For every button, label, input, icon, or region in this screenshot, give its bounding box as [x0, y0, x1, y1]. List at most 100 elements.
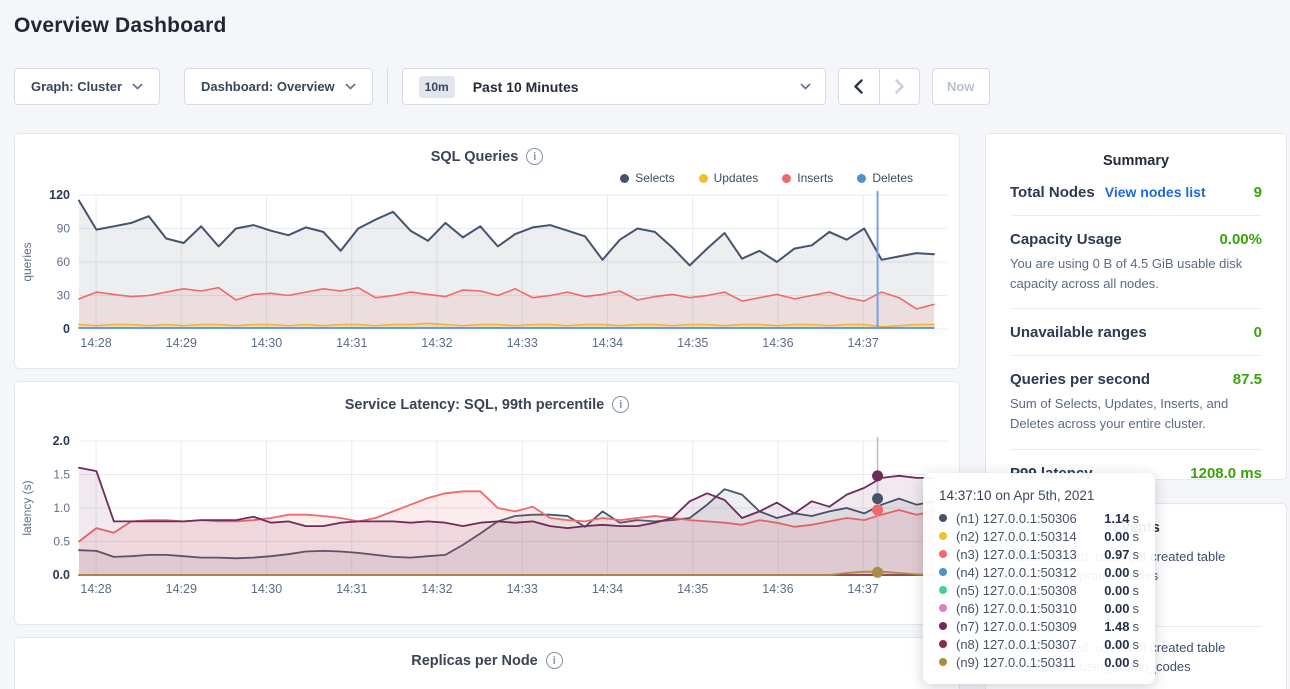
- legend-item-selects[interactable]: Selects: [620, 169, 674, 187]
- svg-text:14:30: 14:30: [251, 582, 282, 596]
- summary-item-value: 1208.0 ms: [1190, 465, 1262, 480]
- series-color-dot-icon: [939, 658, 947, 666]
- chevron-down-icon: [345, 83, 356, 90]
- tooltip-row: (n2) 127.0.0.1:503140.00s: [939, 527, 1139, 545]
- svg-text:90: 90: [57, 222, 71, 236]
- chart-title-service-latency: Service Latency: SQL, 99th percentile: [345, 397, 605, 413]
- legend-item-updates[interactable]: Updates: [699, 169, 759, 187]
- svg-text:14:29: 14:29: [166, 582, 197, 596]
- graph-scope-dropdown[interactable]: Graph: Cluster: [14, 68, 160, 105]
- summary-item-value: 0: [1254, 324, 1262, 341]
- summary-panel: Summary Total NodesView nodes list9Capac…: [985, 133, 1287, 480]
- svg-text:14:29: 14:29: [166, 336, 197, 350]
- svg-text:14:37: 14:37: [848, 582, 879, 596]
- tooltip-row: (n1) 127.0.0.1:503061.14 s: [939, 509, 1139, 527]
- legend-label: Updates: [714, 171, 759, 185]
- info-icon[interactable]: i: [612, 396, 629, 413]
- chart-title-replicas-per-node: Replicas per Node: [411, 653, 538, 669]
- tooltip-node-value: 0.00: [1104, 637, 1129, 652]
- summary-item-label: Capacity Usage: [1010, 231, 1122, 248]
- tooltip-node-address: (n3) 127.0.0.1:50313: [956, 547, 1104, 562]
- graph-scope-label: Graph: Cluster: [31, 79, 122, 94]
- summary-item-label: Unavailable ranges: [1010, 324, 1147, 341]
- svg-text:14:36: 14:36: [762, 582, 793, 596]
- tooltip-node-value: 1.14: [1104, 511, 1129, 526]
- time-forward-button[interactable]: [879, 69, 919, 104]
- charts-column: SQL Queries i SelectsUpdatesInsertsDelet…: [14, 133, 960, 689]
- tooltip-node-value: 0.00: [1104, 655, 1129, 670]
- svg-text:0.0: 0.0: [53, 568, 70, 582]
- series-color-dot-icon: [939, 604, 947, 612]
- view-nodes-list-link[interactable]: View nodes list: [1105, 184, 1206, 200]
- summary-item: Capacity Usage0.00%You are using 0 B of …: [1010, 216, 1262, 308]
- tooltip-row: (n6) 127.0.0.1:503100.00s: [939, 599, 1139, 617]
- svg-text:14:32: 14:32: [421, 582, 452, 596]
- info-icon[interactable]: i: [526, 148, 543, 165]
- time-step-buttons: [838, 68, 920, 105]
- svg-text:0: 0: [63, 322, 70, 336]
- tooltip-node-address: (n7) 127.0.0.1:50309: [956, 619, 1104, 634]
- tooltip-node-unit: s: [1133, 619, 1140, 634]
- tooltip-row: (n5) 127.0.0.1:503080.00 s: [939, 581, 1139, 599]
- series-color-dot-icon: [939, 532, 947, 540]
- svg-text:14:28: 14:28: [80, 336, 111, 350]
- legend-label: Selects: [635, 171, 674, 185]
- svg-text:2.0: 2.0: [53, 434, 70, 448]
- tooltip-node-unit: s: [1133, 565, 1140, 580]
- page-title: Overview Dashboard: [14, 14, 227, 38]
- summary-items: Total NodesView nodes list9Capacity Usag…: [1010, 169, 1262, 480]
- legend-dot-icon: [857, 174, 866, 183]
- legend-dot-icon: [699, 174, 708, 183]
- replicas-per-node-chart-panel: Replicas per Node i: [14, 637, 960, 689]
- svg-text:1.0: 1.0: [53, 501, 70, 515]
- sql-queries-legend: Selects Updates Inserts Deletes: [15, 169, 959, 187]
- svg-text:14:33: 14:33: [507, 336, 538, 350]
- tooltip-node-value: 0.00: [1104, 565, 1129, 580]
- tooltip-node-address: (n5) 127.0.0.1:50308: [956, 583, 1104, 598]
- chevron-down-icon: [800, 83, 811, 90]
- chart-hover-tooltip: 14:37:10 on Apr 5th, 2021 (n1) 127.0.0.1…: [923, 473, 1155, 684]
- tooltip-node-unit: s: [1133, 547, 1140, 562]
- summary-item-value: 0.00%: [1219, 231, 1262, 248]
- tooltip-node-address: (n9) 127.0.0.1:50311: [956, 655, 1104, 670]
- summary-item-value: 87.5: [1233, 371, 1262, 388]
- svg-text:14:35: 14:35: [677, 582, 708, 596]
- tooltip-node-unit: s: [1133, 601, 1140, 616]
- svg-text:14:37: 14:37: [848, 336, 879, 350]
- series-color-dot-icon: [939, 514, 947, 522]
- tooltip-node-value: 0.00: [1104, 583, 1129, 598]
- legend-label: Inserts: [797, 171, 833, 185]
- dashboard-select-dropdown[interactable]: Dashboard: Overview: [184, 68, 373, 105]
- svg-text:14:28: 14:28: [80, 582, 111, 596]
- tooltip-node-unit: s: [1133, 655, 1140, 670]
- tooltip-row: (n7) 127.0.0.1:503091.48s: [939, 617, 1139, 635]
- legend-item-deletes[interactable]: Deletes: [857, 169, 913, 187]
- tooltip-node-unit: s: [1133, 637, 1140, 652]
- tooltip-row: (n8) 127.0.0.1:503070.00s: [939, 635, 1139, 653]
- svg-text:14:34: 14:34: [592, 336, 623, 350]
- sql-queries-chart[interactable]: 030609012014:2814:2914:3014:3114:3214:33…: [15, 187, 961, 363]
- tooltip-node-address: (n6) 127.0.0.1:50310: [956, 601, 1104, 616]
- svg-text:0.5: 0.5: [53, 535, 70, 549]
- summary-title: Summary: [1010, 134, 1262, 169]
- info-icon[interactable]: i: [546, 652, 563, 669]
- tooltip-node-unit: s: [1133, 583, 1140, 598]
- now-button[interactable]: Now: [932, 68, 990, 105]
- time-back-button[interactable]: [839, 69, 879, 104]
- svg-text:14:32: 14:32: [421, 336, 452, 350]
- series-color-dot-icon: [939, 586, 947, 594]
- svg-text:120: 120: [49, 188, 70, 202]
- tooltip-node-rows: (n1) 127.0.0.1:503061.14s(n2) 127.0.0.1:…: [939, 509, 1139, 671]
- time-range-dropdown[interactable]: 10m Past 10 Minutes: [402, 68, 826, 105]
- summary-item-description: Sum of Selects, Updates, Inserts, and De…: [1010, 394, 1262, 434]
- service-latency-chart[interactable]: 0.00.51.01.52.014:2814:2914:3014:3114:32…: [15, 425, 961, 603]
- legend-item-inserts[interactable]: Inserts: [782, 169, 833, 187]
- summary-item-label: Queries per second: [1010, 371, 1150, 388]
- sql-queries-chart-panel: SQL Queries i SelectsUpdatesInsertsDelet…: [14, 133, 960, 369]
- svg-text:latency (s): latency (s): [20, 480, 34, 535]
- tooltip-node-unit: s: [1133, 529, 1140, 544]
- tooltip-node-unit: s: [1133, 511, 1140, 526]
- tooltip-row: (n3) 127.0.0.1:503130.97s: [939, 545, 1139, 563]
- tooltip-node-address: (n1) 127.0.0.1:50306: [956, 511, 1104, 526]
- tooltip-row: (n9) 127.0.0.1:503110.00 s: [939, 653, 1139, 671]
